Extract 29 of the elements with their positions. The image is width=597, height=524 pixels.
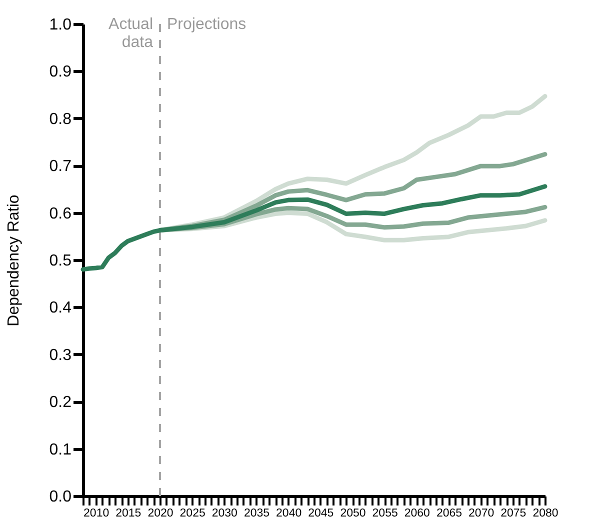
y-tick-label: 0.8 <box>49 110 72 128</box>
x-tick-label: 2010 <box>84 508 110 520</box>
y-tick-label: 0.0 <box>49 488 72 506</box>
x-tick-label: 2030 <box>212 508 238 520</box>
y-tick-label: 1.0 <box>49 16 72 34</box>
x-tick-label: 2060 <box>404 508 430 520</box>
y-tick-label: 0.1 <box>49 441 72 458</box>
y-tick-label: 0.2 <box>49 394 72 412</box>
x-tick-label: 2070 <box>468 508 494 520</box>
x-tick-label: 2025 <box>180 508 206 520</box>
x-tick-label: 2045 <box>308 508 334 520</box>
y-tick-label: 0.4 <box>49 300 72 317</box>
y-tick-label: 0.3 <box>49 346 72 364</box>
x-tick-label: 2040 <box>276 508 302 520</box>
y-tick-label: 0.9 <box>49 64 72 81</box>
annotation: Projections <box>167 16 246 33</box>
x-tick-label: 2065 <box>436 508 462 520</box>
annotation: Actual data <box>108 16 154 51</box>
x-tick-label: 2075 <box>500 508 526 520</box>
x-tick-label: 2080 <box>532 508 558 520</box>
x-tick-label: 2055 <box>372 508 398 520</box>
x-tick-label: 2015 <box>116 508 142 520</box>
y-tick-label: 0.5 <box>49 252 72 270</box>
x-tick-label: 2035 <box>244 508 270 520</box>
x-tick-label: 2020 <box>148 508 174 520</box>
y-tick-label: 0.6 <box>49 205 72 222</box>
y-tick-label: 0.7 <box>49 158 72 176</box>
y-axis-title: Dependency Ratio <box>5 194 22 326</box>
x-tick-label: 2050 <box>340 508 366 520</box>
